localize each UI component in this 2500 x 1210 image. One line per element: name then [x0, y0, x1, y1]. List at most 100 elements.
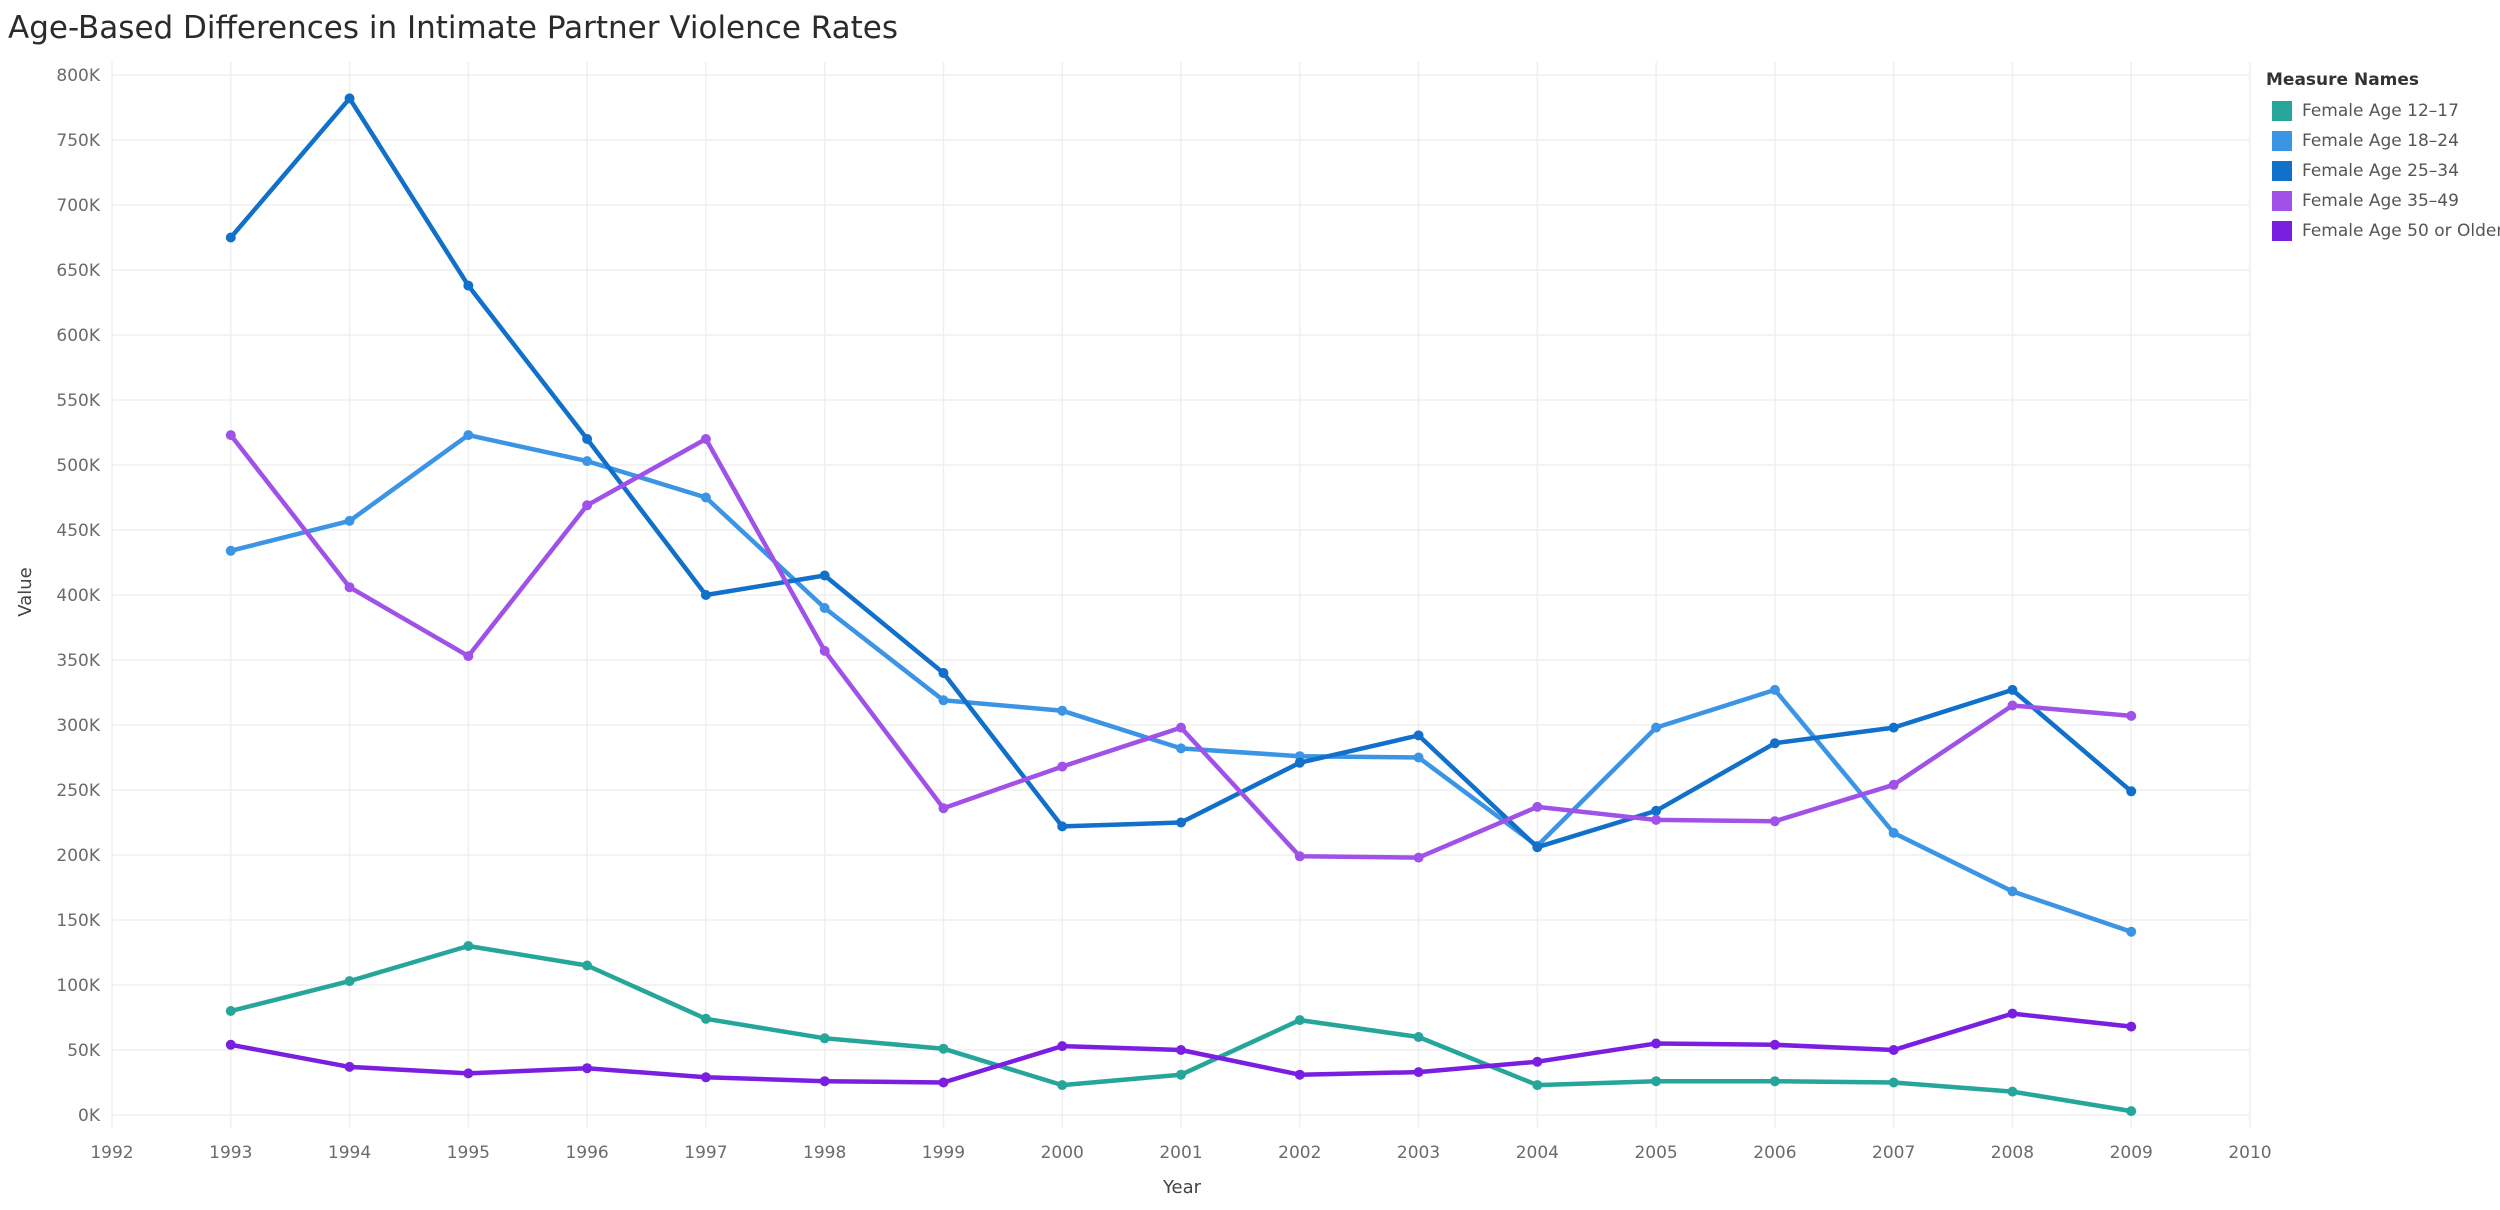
y-tick-label: 300K [56, 716, 100, 736]
y-tick-label: 700K [56, 196, 100, 216]
data-point [819, 570, 830, 581]
data-point [225, 545, 236, 556]
y-tick-label: 800K [56, 66, 100, 86]
data-point [2007, 886, 2018, 897]
y-tick-label: 750K [56, 131, 100, 151]
y-tick-label: 200K [56, 846, 100, 866]
y-tick-label: 350K [56, 651, 100, 671]
y-tick-label: 500K [56, 456, 100, 476]
y-tick-label: 550K [56, 391, 100, 411]
data-point [700, 590, 711, 600]
series-group [225, 430, 2137, 863]
data-point [1888, 1077, 1899, 1088]
legend-item[interactable]: Female Age 18–24 [2266, 126, 2500, 156]
data-point [1888, 779, 1899, 790]
y-tick-label: 450K [56, 521, 100, 541]
x-tick-label: 2004 [1516, 1143, 1559, 1163]
data-point [1532, 1056, 1543, 1067]
legend-swatch [2272, 131, 2292, 151]
x-tick-label: 2009 [2110, 1143, 2153, 1163]
data-point [1413, 730, 1424, 741]
data-point [2007, 1086, 2018, 1097]
data-point [344, 515, 355, 526]
x-tick-label: 2007 [1872, 1143, 1915, 1163]
data-point [819, 645, 830, 656]
data-point [582, 434, 593, 444]
x-tick-label: 2005 [1634, 1143, 1677, 1163]
data-point [1532, 801, 1543, 812]
data-point [1413, 1067, 1424, 1078]
data-point [463, 1068, 474, 1079]
legend-swatch [2272, 191, 2292, 211]
x-axis-title: Year [1162, 1177, 1202, 1198]
y-tick-label: 0K [78, 1106, 101, 1126]
data-point [1176, 722, 1186, 733]
legend: Measure Names Female Age 12–17 Female Age… [2266, 70, 2500, 246]
x-tick-label: 1993 [209, 1143, 252, 1163]
data-point [1176, 1045, 1186, 1055]
data-point [700, 434, 711, 444]
legend-title: Measure Names [2266, 70, 2420, 90]
data-point [582, 456, 593, 467]
data-point [1651, 814, 1662, 825]
data-point [1532, 842, 1543, 853]
series-group [225, 1008, 2137, 1088]
data-point [344, 93, 355, 104]
x-tick-label: 1999 [922, 1143, 965, 1163]
x-tick-label: 1997 [684, 1143, 727, 1163]
data-point [1413, 1032, 1424, 1042]
legend-item[interactable]: Female Age 25–34 [2266, 156, 2500, 186]
data-point [1532, 1080, 1543, 1091]
legend-item[interactable]: Female Age 12–17 [2266, 96, 2500, 126]
data-point [463, 941, 474, 951]
series-layer [225, 93, 2137, 1117]
data-point [1057, 1041, 1068, 1052]
data-point [1176, 743, 1186, 754]
data-point [1769, 1076, 1780, 1087]
x-axis-ticks: 1992 1993 1994 1995 1996 1997 1998 1999 2000 2001… [90, 1143, 2271, 1163]
data-point [225, 1006, 236, 1016]
data-point [582, 960, 593, 971]
x-tick-label: 2001 [1159, 1143, 1202, 1163]
y-axis-ticks: 0K 50K 100K 150K 200K 250K 300K 350K 400K 450K 500… [56, 66, 100, 1126]
data-point [700, 492, 711, 503]
data-point [700, 1013, 711, 1024]
data-point [1057, 821, 1068, 832]
data-point [1651, 1038, 1662, 1049]
data-point [1769, 738, 1780, 749]
y-tick-label: 650K [56, 261, 100, 281]
x-tick-label: 1998 [803, 1143, 846, 1163]
data-point [1294, 1015, 1305, 1026]
legend-items: Female Age 12–17 Female Age 18–24 Female A… [2266, 96, 2500, 246]
data-point [938, 1043, 949, 1054]
data-point [2007, 684, 2018, 695]
legend-swatch [2272, 161, 2292, 181]
x-tick-label: 2000 [1041, 1143, 1084, 1163]
data-point [1888, 722, 1899, 733]
data-point [344, 1061, 355, 1072]
data-point [1294, 851, 1305, 862]
data-point [2007, 700, 2018, 711]
legend-item[interactable]: Female Age 35–49 [2266, 186, 2500, 216]
data-point [225, 430, 236, 441]
x-tick-label: 1995 [447, 1143, 490, 1163]
legend-label: Female Age 18–24 [2302, 131, 2459, 151]
data-point [1176, 817, 1186, 828]
data-point [1057, 705, 1068, 716]
data-point [938, 668, 949, 678]
legend-item[interactable]: Female Age 50 or Older [2266, 216, 2500, 246]
legend-label: Female Age 35–49 [2302, 191, 2459, 211]
legend-label: Female Age 12–17 [2302, 101, 2459, 121]
data-point [2007, 1008, 2018, 1019]
data-point [819, 1033, 830, 1044]
data-point [2126, 1021, 2137, 1032]
data-point [1769, 684, 1780, 695]
legend-swatch [2272, 101, 2292, 121]
legend-swatch [2272, 221, 2292, 241]
data-point [1057, 761, 1068, 772]
data-point [1176, 1069, 1186, 1080]
legend-label: Female Age 50 or Older [2302, 221, 2500, 241]
data-point [819, 1076, 830, 1087]
data-point [1888, 1045, 1899, 1055]
